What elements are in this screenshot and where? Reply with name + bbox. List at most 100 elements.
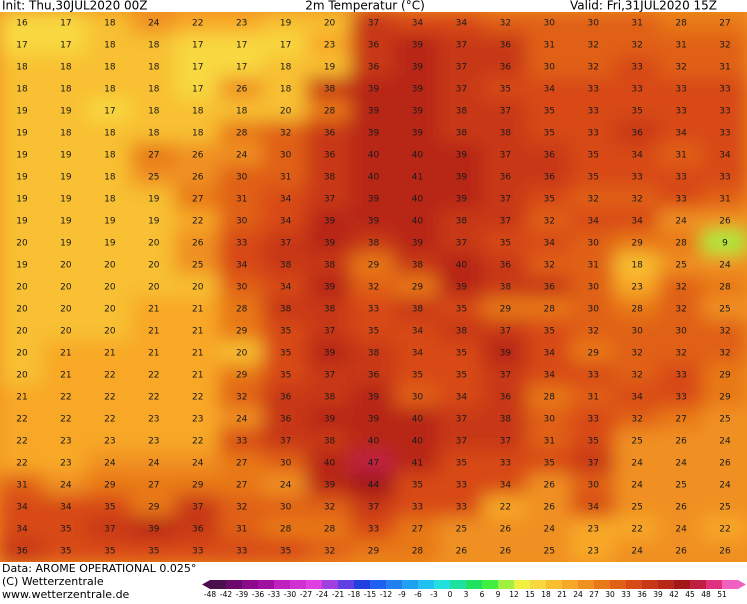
temperature-cell xyxy=(658,297,705,321)
temperature-cell xyxy=(262,143,309,167)
temperature-cell xyxy=(570,319,617,343)
temperature-label: 18 xyxy=(148,85,160,95)
temperature-label: 33 xyxy=(675,85,686,95)
temperature-label: 24 xyxy=(104,459,116,469)
temperature-label: 37 xyxy=(456,85,467,95)
temperature-label: 20 xyxy=(16,283,28,293)
temperature-cell xyxy=(614,319,661,343)
temperature-cell xyxy=(482,495,529,519)
temperature-label: 32 xyxy=(631,349,642,359)
temperature-label: 30 xyxy=(544,415,556,425)
temperature-label: 36 xyxy=(500,173,512,183)
temperature-label: 19 xyxy=(60,151,72,161)
temperature-label: 32 xyxy=(631,415,642,425)
temperature-label: 26 xyxy=(500,525,512,535)
colorbar-label: 0 xyxy=(448,590,453,599)
temperature-label: 39 xyxy=(456,283,468,293)
temperature-label: 38 xyxy=(324,85,336,95)
temperature-label: 37 xyxy=(456,239,467,249)
temperature-cell xyxy=(438,77,485,101)
temperature-cell xyxy=(262,77,309,101)
temperature-label: 20 xyxy=(104,261,116,271)
temperature-label: 26 xyxy=(675,547,687,557)
temperature-label: 38 xyxy=(324,393,336,403)
temperature-cell xyxy=(658,495,705,519)
temperature-cell xyxy=(130,297,177,321)
temperature-label: 26 xyxy=(544,481,556,491)
colorbar-left-arrow xyxy=(202,580,210,589)
temperature-label: 19 xyxy=(16,151,28,161)
colorbar-segment xyxy=(258,580,275,589)
temperature-cell xyxy=(526,99,573,123)
colorbar-segment xyxy=(658,580,675,589)
temperature-label: 24 xyxy=(719,481,731,491)
temperature-label: 32 xyxy=(719,327,730,337)
temperature-cell xyxy=(174,209,221,233)
temperature-cell xyxy=(658,99,705,123)
colorbar-segment xyxy=(546,580,563,589)
temperature-cell xyxy=(394,143,441,167)
temperature-label: 24 xyxy=(280,481,292,491)
temperature-label: 22 xyxy=(719,525,730,535)
temperature-label: 19 xyxy=(324,63,336,73)
temperature-label: 18 xyxy=(104,173,116,183)
temperature-cell xyxy=(350,297,397,321)
temperature-label: 24 xyxy=(148,459,160,469)
temperature-cell xyxy=(130,517,177,541)
temperature-cell xyxy=(350,77,397,101)
colorbar-segment xyxy=(610,580,627,589)
temperature-label: 22 xyxy=(500,503,511,513)
temperature-label: 18 xyxy=(148,107,160,117)
temperature-cell xyxy=(306,517,353,541)
temperature-cell xyxy=(0,77,45,101)
temperature-label: 36 xyxy=(324,129,336,139)
temperature-cell xyxy=(526,429,573,453)
temperature-label: 40 xyxy=(368,173,380,183)
temperature-label: 32 xyxy=(719,349,730,359)
temperature-label: 35 xyxy=(280,349,291,359)
colorbar-segment xyxy=(674,580,691,589)
temperature-label: 30 xyxy=(587,305,599,315)
temperature-cell xyxy=(614,275,661,299)
temperature-label: 35 xyxy=(500,85,511,95)
temperature-cell xyxy=(42,495,89,519)
temperature-label: 28 xyxy=(675,239,687,249)
temperature-label: 33 xyxy=(500,459,511,469)
temperature-cell xyxy=(42,209,89,233)
temperature-cell xyxy=(702,363,747,387)
temperature-label: 39 xyxy=(412,239,424,249)
temperature-cell xyxy=(0,55,45,79)
temperature-cell xyxy=(174,99,221,123)
temperature-cell xyxy=(526,319,573,343)
temperature-cell xyxy=(702,451,747,475)
temperature-label: 37 xyxy=(500,107,511,117)
temperature-cell xyxy=(86,77,133,101)
temperature-label: 22 xyxy=(148,371,159,381)
temperature-cell xyxy=(526,473,573,497)
temperature-cell xyxy=(86,253,133,277)
temperature-label: 31 xyxy=(675,41,686,51)
temperature-label: 38 xyxy=(324,305,336,315)
temperature-cell xyxy=(526,275,573,299)
colorbar-label: -9 xyxy=(398,590,406,599)
temperature-label: 24 xyxy=(60,481,72,491)
temperature-cell xyxy=(438,253,485,277)
temperature-label: 20 xyxy=(60,283,72,293)
temperature-cell xyxy=(174,165,221,189)
temperature-label: 17 xyxy=(280,41,291,51)
temperature-cell xyxy=(0,275,45,299)
colorbar-label: -39 xyxy=(236,590,248,599)
temperature-label: 18 xyxy=(104,151,116,161)
temperature-cell xyxy=(0,99,45,123)
temperature-label: 47 xyxy=(368,459,379,469)
temperature-label: 17 xyxy=(60,41,71,51)
temperature-label: 30 xyxy=(280,503,292,513)
temperature-label: 21 xyxy=(192,305,203,315)
temperature-label: 35 xyxy=(412,481,423,491)
temperature-cell xyxy=(350,33,397,57)
temperature-cell xyxy=(570,165,617,189)
temperature-cell xyxy=(526,539,573,562)
temperature-cell xyxy=(42,451,89,475)
temperature-label: 35 xyxy=(456,349,467,359)
temperature-label: 39 xyxy=(324,481,336,491)
